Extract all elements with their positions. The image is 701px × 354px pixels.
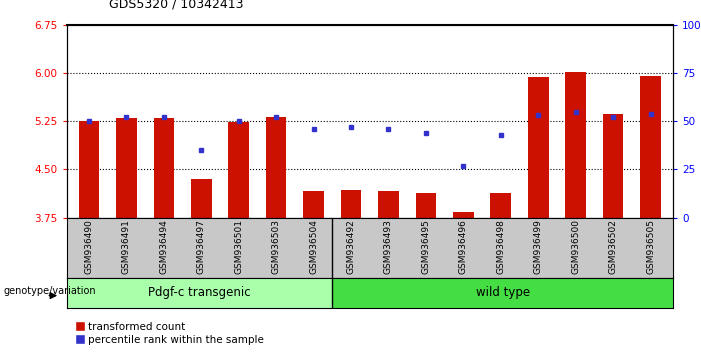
Bar [341, 190, 361, 218]
Bar [79, 121, 100, 218]
Bar [416, 193, 436, 218]
Text: GSM936500: GSM936500 [571, 219, 580, 274]
Bar [565, 72, 586, 218]
Text: GSM936495: GSM936495 [421, 219, 430, 274]
Text: GSM936496: GSM936496 [459, 219, 468, 274]
Bar [332, 278, 673, 308]
Bar [379, 191, 399, 218]
Bar [453, 212, 474, 218]
Bar [491, 193, 511, 218]
Text: GSM936499: GSM936499 [533, 219, 543, 274]
Legend: transformed count, percentile rank within the sample: transformed count, percentile rank withi… [72, 317, 268, 349]
Text: genotype/variation: genotype/variation [4, 286, 96, 296]
Text: GSM936501: GSM936501 [234, 219, 243, 274]
Bar [154, 118, 175, 218]
Text: GSM936491: GSM936491 [122, 219, 131, 274]
Bar [266, 118, 287, 218]
Text: GSM936498: GSM936498 [496, 219, 505, 274]
Text: GSM936492: GSM936492 [346, 219, 355, 274]
Text: wild type: wild type [475, 286, 530, 299]
Text: GSM936504: GSM936504 [309, 219, 318, 274]
Text: GSM936493: GSM936493 [384, 219, 393, 274]
Bar [640, 76, 661, 218]
Text: GSM936505: GSM936505 [646, 219, 655, 274]
Bar [528, 77, 548, 218]
Text: Pdgf-c transgenic: Pdgf-c transgenic [148, 286, 251, 299]
Text: GSM936494: GSM936494 [159, 219, 168, 274]
Text: GDS5320 / 10342413: GDS5320 / 10342413 [109, 0, 243, 11]
Text: GSM936490: GSM936490 [85, 219, 93, 274]
Bar [191, 179, 212, 218]
Bar [116, 118, 137, 218]
Bar [67, 278, 332, 308]
Bar [603, 114, 623, 218]
Text: GSM936503: GSM936503 [272, 219, 280, 274]
Bar [229, 122, 249, 218]
Bar [304, 191, 324, 218]
Text: GSM936497: GSM936497 [197, 219, 206, 274]
Text: GSM936502: GSM936502 [608, 219, 618, 274]
